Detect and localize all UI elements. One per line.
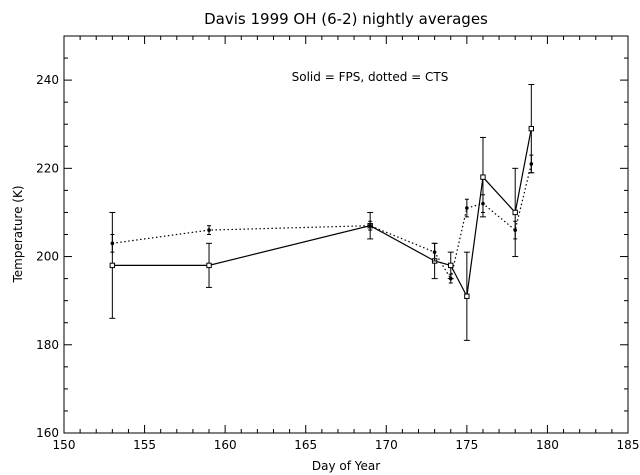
fps-point: [528, 125, 535, 132]
fps-point: [464, 293, 470, 299]
x-axis: 150 155 160 165 170 175 180 185: [53, 36, 640, 452]
y-tick-label: 220: [36, 161, 59, 175]
y-axis: 160 180 200 220 240: [36, 35, 628, 440]
cts-point: [448, 276, 453, 281]
x-tick-label: 165: [294, 438, 317, 452]
chart-title: Davis 1999 OH (6-2) nightly averages: [204, 10, 488, 28]
x-tick-label: 155: [133, 438, 156, 452]
x-tick-label: 185: [617, 438, 640, 452]
cts-point: [465, 206, 469, 210]
fps-point: [109, 262, 116, 269]
cts-point: [432, 250, 437, 254]
x-tick-label: 150: [53, 438, 76, 452]
x-axis-label: Day of Year: [312, 459, 380, 473]
x-tick-label: 160: [214, 438, 237, 452]
fps-series-line: [112, 128, 532, 299]
fps-point: [512, 209, 518, 216]
fps-point: [480, 174, 486, 180]
x-tick-label: 175: [455, 438, 478, 452]
y-tick-label: 180: [36, 338, 59, 352]
series-layer: [109, 84, 535, 341]
cts-point: [207, 228, 211, 232]
y-axis-label: Temperature (K): [11, 185, 25, 283]
cts-point: [110, 241, 115, 246]
cts-point: [368, 223, 372, 228]
x-tick-label: 170: [375, 438, 398, 452]
cts-point: [529, 162, 534, 166]
y-tick-label: 160: [36, 426, 59, 440]
cts-series-line: [112, 163, 532, 281]
plot-frame: [63, 35, 629, 434]
cts-point: [513, 228, 517, 232]
fps-point: [206, 262, 212, 269]
fps-point: [448, 262, 454, 269]
chart-annotation: Solid = FPS, dotted = CTS: [292, 70, 449, 84]
y-tick-label: 240: [36, 73, 59, 87]
cts-point: [481, 201, 485, 206]
y-tick-label: 200: [36, 250, 59, 264]
x-tick-label: 180: [536, 438, 559, 452]
